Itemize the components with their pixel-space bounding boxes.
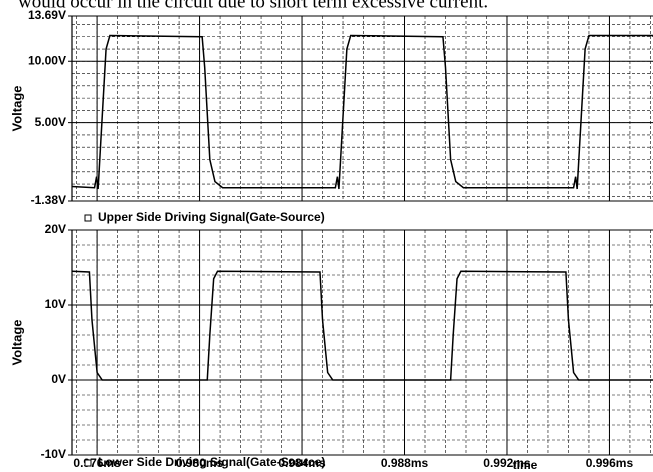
- signal-line: [71, 270, 653, 381]
- signal-line: [71, 34, 653, 190]
- y-tick-label: 10.00V: [28, 53, 66, 67]
- y-tick-label: 20V: [45, 222, 66, 236]
- y-axis-label: Voltage: [9, 86, 24, 132]
- y-tick-label: -1.38V: [31, 193, 66, 207]
- y-axis-label: Voltage: [9, 320, 24, 366]
- y-tick-label: -10V: [41, 447, 66, 461]
- x-tick-label: 0.988ms: [381, 456, 429, 470]
- x-tick-label: 0.992ms: [483, 456, 531, 470]
- legend-label: Lower Side Driving Signal(Gate-Source): [98, 455, 325, 469]
- y-tick-label: 5.00V: [35, 115, 66, 129]
- legend-marker: [84, 459, 92, 467]
- x-tick-label: 0.980ms: [176, 456, 224, 470]
- caption: would occur in the circuit due to short …: [18, 0, 488, 12]
- legend-label: Upper Side Driving Signal(Gate-Source): [98, 210, 325, 224]
- x-tick-label: 0.984ms: [278, 456, 326, 470]
- x-tick-label: 0.996ms: [586, 456, 634, 470]
- legend-marker: [84, 214, 92, 222]
- y-tick-label: 13.69V: [28, 8, 66, 22]
- x-axis-label: time: [513, 458, 538, 472]
- y-tick-label: 0V: [51, 372, 66, 386]
- y-tick-label: 10V: [45, 297, 66, 311]
